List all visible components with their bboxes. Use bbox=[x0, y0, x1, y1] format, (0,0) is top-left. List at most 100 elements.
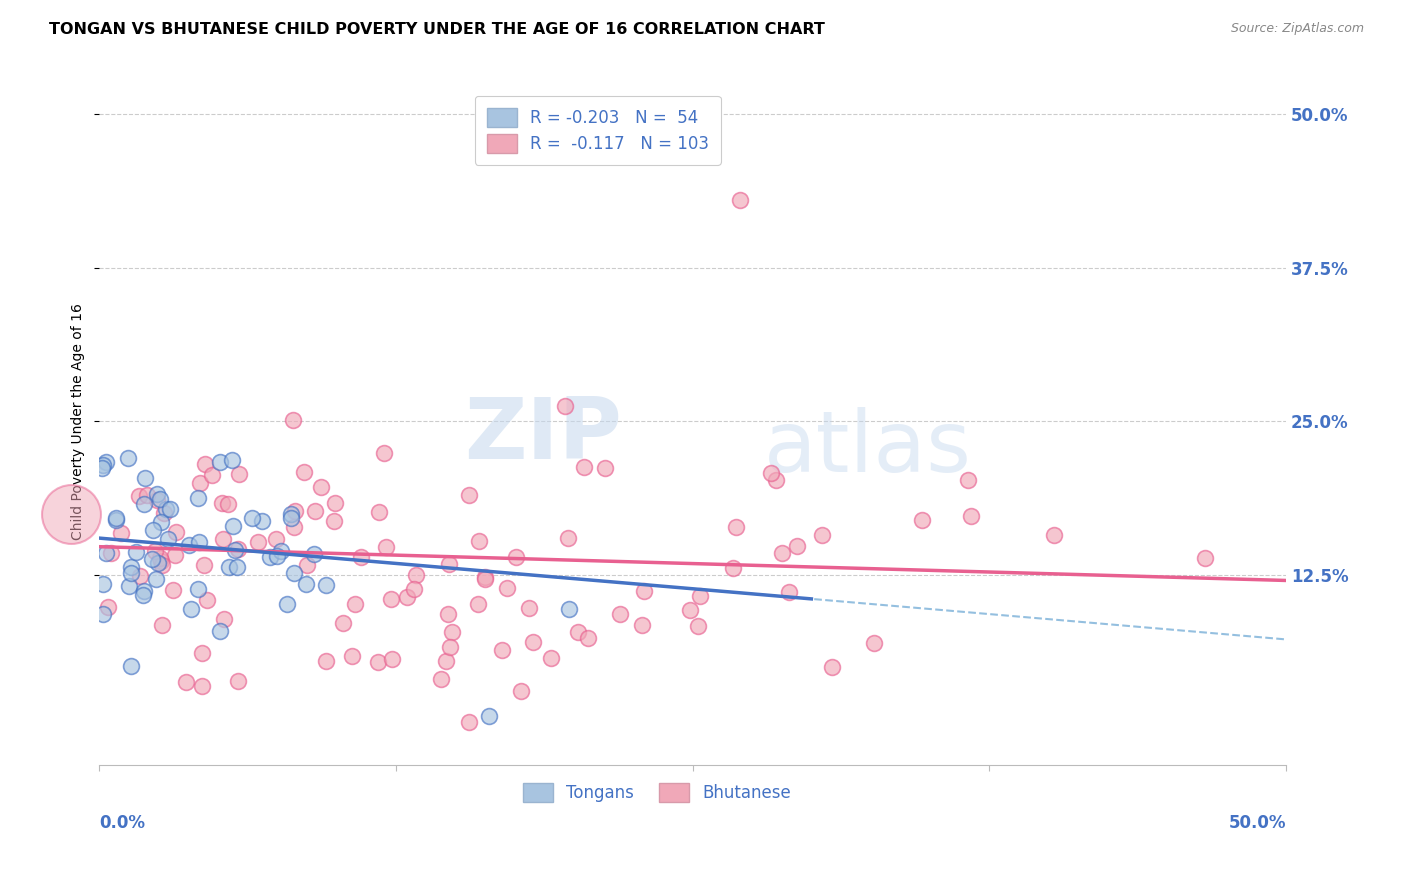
Point bbox=[187, 582, 209, 596]
Point bbox=[134, 497, 156, 511]
Point bbox=[474, 569, 496, 583]
Point bbox=[94, 546, 117, 560]
Point bbox=[280, 507, 302, 521]
Point bbox=[295, 558, 318, 572]
Point bbox=[177, 538, 200, 552]
Point bbox=[367, 655, 389, 669]
Point bbox=[165, 524, 187, 539]
Point bbox=[558, 602, 581, 616]
Point bbox=[217, 497, 239, 511]
Point bbox=[474, 572, 496, 586]
Point bbox=[59, 507, 82, 521]
Point bbox=[188, 475, 211, 490]
Point bbox=[315, 654, 337, 668]
Point bbox=[557, 532, 579, 546]
Point bbox=[679, 603, 702, 617]
Point bbox=[862, 636, 884, 650]
Point bbox=[304, 504, 326, 518]
Point bbox=[467, 534, 489, 549]
Point bbox=[97, 599, 120, 614]
Text: Source: ZipAtlas.com: Source: ZipAtlas.com bbox=[1230, 22, 1364, 36]
Text: TONGAN VS BHUTANESE CHILD POVERTY UNDER THE AGE OF 16 CORRELATION CHART: TONGAN VS BHUTANESE CHILD POVERTY UNDER … bbox=[49, 22, 825, 37]
Point bbox=[146, 487, 169, 501]
Point bbox=[162, 582, 184, 597]
Point bbox=[375, 540, 398, 554]
Text: atlas: atlas bbox=[763, 408, 972, 491]
Point bbox=[247, 534, 270, 549]
Point bbox=[259, 550, 281, 565]
Point bbox=[211, 532, 233, 546]
Point bbox=[778, 585, 800, 599]
Point bbox=[686, 619, 709, 633]
Point bbox=[567, 625, 589, 640]
Point bbox=[153, 506, 176, 520]
Point bbox=[517, 600, 540, 615]
Point bbox=[292, 466, 315, 480]
Point bbox=[960, 508, 983, 523]
Point bbox=[631, 617, 654, 632]
Point bbox=[226, 541, 249, 556]
Point bbox=[128, 489, 150, 503]
Point bbox=[191, 679, 214, 693]
Point bbox=[457, 488, 479, 502]
Point bbox=[309, 480, 332, 494]
Point bbox=[224, 543, 246, 558]
Point bbox=[1042, 528, 1064, 542]
Point bbox=[510, 683, 533, 698]
Point bbox=[467, 597, 489, 611]
Point bbox=[209, 624, 232, 638]
Point bbox=[380, 591, 402, 606]
Point bbox=[368, 505, 391, 519]
Point bbox=[155, 501, 177, 516]
Point bbox=[91, 458, 114, 472]
Point bbox=[439, 640, 461, 654]
Point bbox=[284, 504, 307, 518]
Point bbox=[191, 646, 214, 660]
Point bbox=[194, 457, 217, 471]
Point bbox=[765, 473, 787, 487]
Point bbox=[129, 569, 152, 583]
Point bbox=[725, 519, 748, 533]
Point bbox=[91, 577, 114, 591]
Point bbox=[609, 607, 631, 621]
Point bbox=[434, 654, 457, 668]
Point bbox=[491, 643, 513, 657]
Point bbox=[150, 618, 173, 632]
Point bbox=[761, 466, 783, 480]
Point bbox=[315, 578, 337, 592]
Point bbox=[572, 459, 595, 474]
Text: 0.0%: 0.0% bbox=[98, 814, 145, 832]
Point bbox=[721, 561, 744, 575]
Point bbox=[728, 194, 751, 208]
Point bbox=[193, 558, 215, 573]
Point bbox=[136, 487, 159, 501]
Point bbox=[110, 525, 132, 540]
Point bbox=[228, 674, 250, 689]
Point bbox=[96, 455, 118, 469]
Point bbox=[132, 584, 155, 599]
Point bbox=[405, 568, 427, 582]
Point bbox=[211, 496, 233, 510]
Point bbox=[593, 461, 616, 475]
Point bbox=[120, 659, 142, 673]
Point bbox=[404, 582, 426, 597]
Point bbox=[118, 579, 141, 593]
Point bbox=[373, 446, 395, 460]
Point bbox=[120, 559, 142, 574]
Point bbox=[911, 513, 934, 527]
Point bbox=[430, 672, 453, 686]
Point bbox=[270, 543, 292, 558]
Point bbox=[276, 597, 298, 611]
Point bbox=[342, 649, 364, 664]
Point bbox=[689, 589, 711, 603]
Point bbox=[956, 473, 979, 487]
Point bbox=[187, 491, 209, 505]
Point bbox=[332, 616, 354, 631]
Point bbox=[396, 591, 419, 605]
Text: 50.0%: 50.0% bbox=[1229, 814, 1286, 832]
Point bbox=[437, 558, 460, 572]
Point bbox=[208, 455, 231, 469]
Point bbox=[212, 612, 235, 626]
Point bbox=[149, 515, 172, 529]
Point bbox=[157, 532, 180, 546]
